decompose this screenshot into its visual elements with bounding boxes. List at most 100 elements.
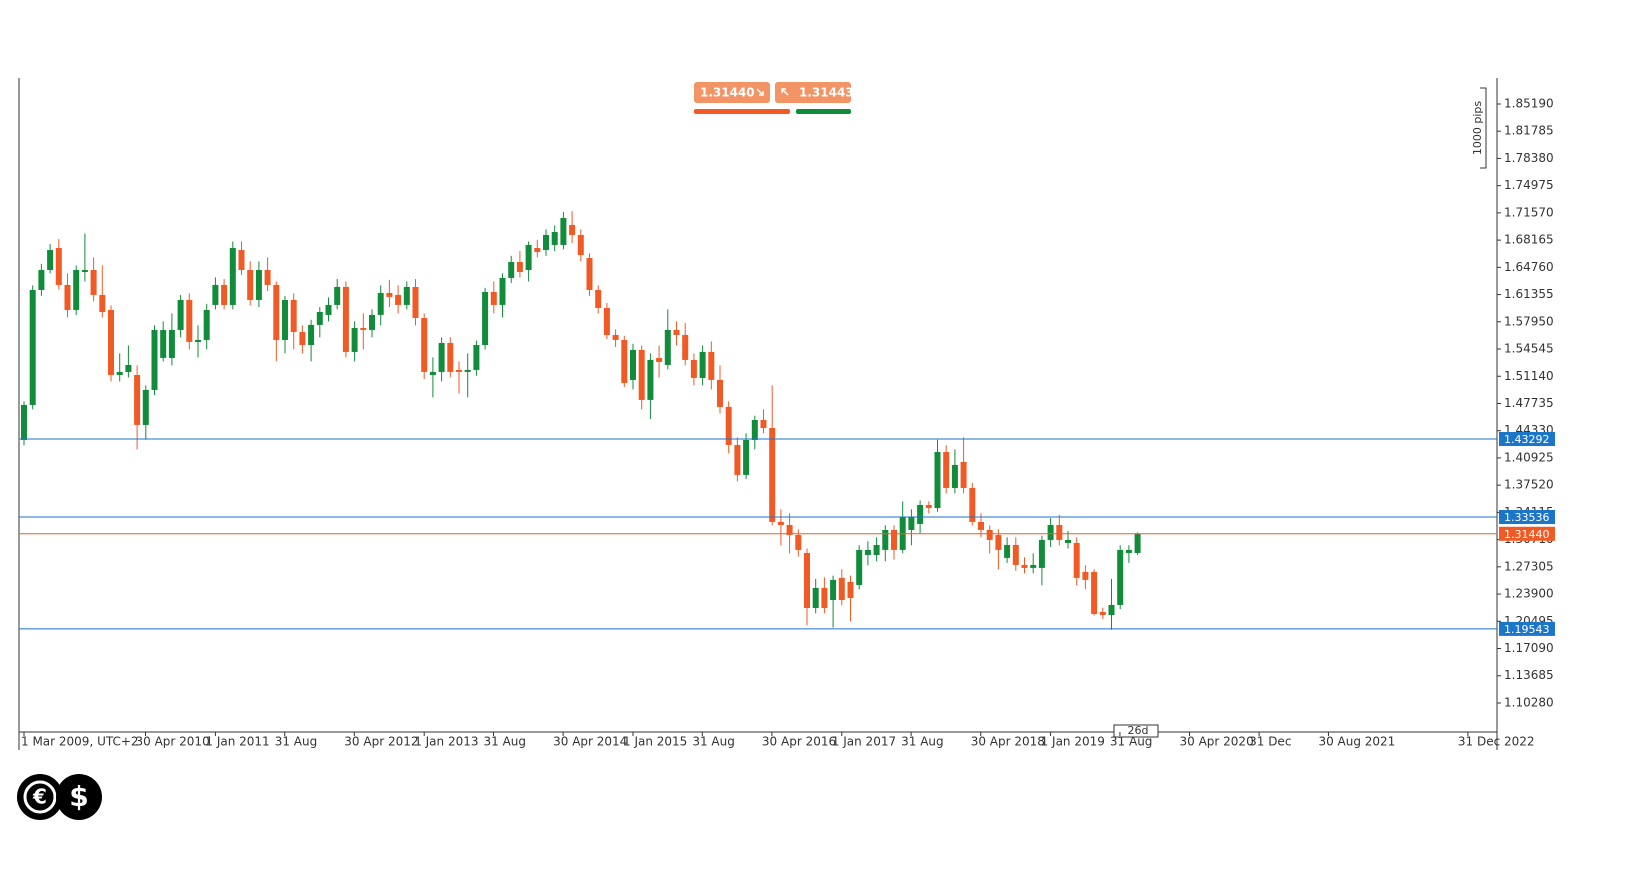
candle-body xyxy=(943,451,950,488)
candle-body xyxy=(255,269,262,300)
candle-body xyxy=(134,374,141,425)
y-tick-label: 1.54545 xyxy=(1504,342,1554,356)
candle-body xyxy=(177,299,184,330)
candle-body xyxy=(560,218,567,245)
x-tick-label: 1 Mar 2009, UTC+2 xyxy=(21,735,139,749)
candle-body xyxy=(73,269,80,310)
level-tag xyxy=(1499,526,1555,541)
candle-body xyxy=(482,291,489,345)
candle-body xyxy=(777,521,784,525)
candle-body xyxy=(81,269,88,272)
candle-body xyxy=(830,579,837,600)
x-tick-label: 31 Aug xyxy=(484,735,527,749)
candle-body xyxy=(586,257,593,290)
sell-price[interactable]: 1.31440 xyxy=(700,86,755,100)
candle-body xyxy=(717,379,723,407)
candle-body xyxy=(1030,564,1037,568)
x-tick-label: 30 Aug 2021 xyxy=(1318,735,1395,749)
level-label: 1.31440 xyxy=(1504,528,1550,541)
candle-body xyxy=(1117,549,1124,605)
candle-body xyxy=(743,439,750,475)
y-tick-label: 1.27305 xyxy=(1504,559,1554,573)
candle-body xyxy=(1012,544,1019,565)
candle-body xyxy=(299,331,306,345)
buy-price[interactable]: 1.31443 xyxy=(799,86,854,100)
candle-body xyxy=(908,516,915,530)
candle-body xyxy=(838,577,845,600)
candle-body xyxy=(978,521,984,530)
candle-body xyxy=(360,327,367,330)
candle-body xyxy=(925,504,932,508)
y-tick-label: 1.68165 xyxy=(1504,233,1554,247)
candle-body xyxy=(1073,542,1080,578)
candle-body xyxy=(516,261,523,272)
logo: € $ xyxy=(17,774,102,820)
candle-body xyxy=(21,404,27,440)
pips-note: 1000 pips xyxy=(1471,101,1484,156)
candle-body xyxy=(47,249,54,270)
candle-body xyxy=(569,224,576,235)
candle-body xyxy=(708,351,715,380)
candle-body xyxy=(238,249,245,270)
candle-body xyxy=(264,269,271,285)
buy-button[interactable]: 1.31443 xyxy=(775,82,854,103)
candle-body xyxy=(1004,544,1011,558)
candle-body xyxy=(325,304,332,315)
candle-body xyxy=(369,314,375,330)
candle-body xyxy=(395,294,402,305)
buy-box[interactable] xyxy=(775,82,851,103)
candle-body xyxy=(630,349,636,380)
y-tick-label: 1.40925 xyxy=(1504,450,1554,464)
candle-body xyxy=(342,286,349,352)
x-tick-label: 30 Apr 2010 xyxy=(136,735,210,749)
candle-body xyxy=(125,364,132,372)
candle-body xyxy=(29,289,36,405)
candles xyxy=(21,211,1141,630)
candle-body xyxy=(334,286,341,305)
y-tick-label: 1.10280 xyxy=(1504,695,1554,709)
y-tick-label: 1.64760 xyxy=(1504,260,1554,274)
candle-body xyxy=(203,309,210,340)
candle-body xyxy=(612,334,619,340)
candle-body xyxy=(995,534,1002,550)
candle-body xyxy=(412,286,419,318)
candle-body xyxy=(821,587,828,608)
candle-body xyxy=(1065,539,1071,543)
candle-body xyxy=(751,419,758,440)
candle-body xyxy=(847,581,854,598)
logo-dollar: $ xyxy=(69,780,88,813)
candle-body xyxy=(577,234,584,256)
candle-body xyxy=(282,299,288,340)
candle-body xyxy=(1056,524,1063,540)
y-tick-label: 1.71570 xyxy=(1504,205,1554,219)
candle-body xyxy=(856,549,863,585)
logo-ring xyxy=(23,780,57,814)
candle-body xyxy=(1125,549,1132,553)
x-tick-label: 1 Jan 2019 xyxy=(1041,735,1105,749)
y-tick-label: 1.13685 xyxy=(1504,668,1554,682)
x-tick-label: 1 Jan 2011 xyxy=(205,735,269,749)
sell-button[interactable]: 1.31440 xyxy=(694,82,770,103)
x-tick-label: 31 Dec xyxy=(1249,735,1291,749)
candle-body xyxy=(490,291,497,305)
candle-body xyxy=(429,371,436,375)
candle-body xyxy=(90,269,97,295)
candle-body xyxy=(1108,604,1115,616)
candle-body xyxy=(64,284,71,310)
candle-body xyxy=(882,529,889,550)
candle-body xyxy=(386,292,393,297)
x-tick-label: 30 Apr 2018 xyxy=(971,735,1045,749)
x-tick-label: 1 Jan 2017 xyxy=(832,735,896,749)
candle-body xyxy=(638,349,645,400)
y-tick-label: 1.74975 xyxy=(1504,178,1554,192)
y-tick-label: 1.57950 xyxy=(1504,314,1554,328)
candle-body xyxy=(221,284,228,305)
candle-body xyxy=(38,269,45,290)
candle-body xyxy=(656,357,663,362)
sell-box[interactable] xyxy=(694,82,770,103)
candle-body xyxy=(673,329,680,335)
x-tick-label: 1 Jan 2013 xyxy=(414,735,478,749)
candle-body xyxy=(951,464,958,488)
